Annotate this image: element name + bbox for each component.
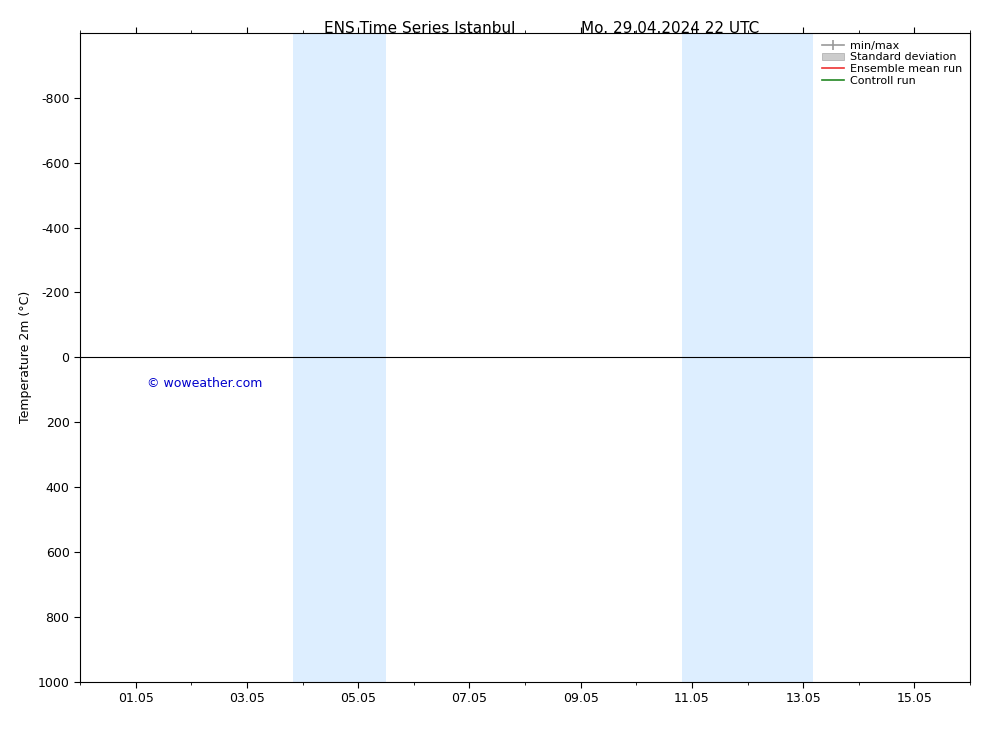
Text: Mo. 29.04.2024 22 UTC: Mo. 29.04.2024 22 UTC: [581, 21, 759, 35]
Bar: [293, 33, 386, 682]
Y-axis label: Temperature 2m (°C): Temperature 2m (°C): [19, 291, 32, 424]
Legend: min/max, Standard deviation, Ensemble mean run, Controll run: min/max, Standard deviation, Ensemble me…: [820, 39, 964, 88]
Text: © woweather.com: © woweather.com: [147, 377, 262, 390]
Text: ENS Time Series Istanbul: ENS Time Series Istanbul: [324, 21, 516, 35]
Bar: [682, 33, 813, 682]
